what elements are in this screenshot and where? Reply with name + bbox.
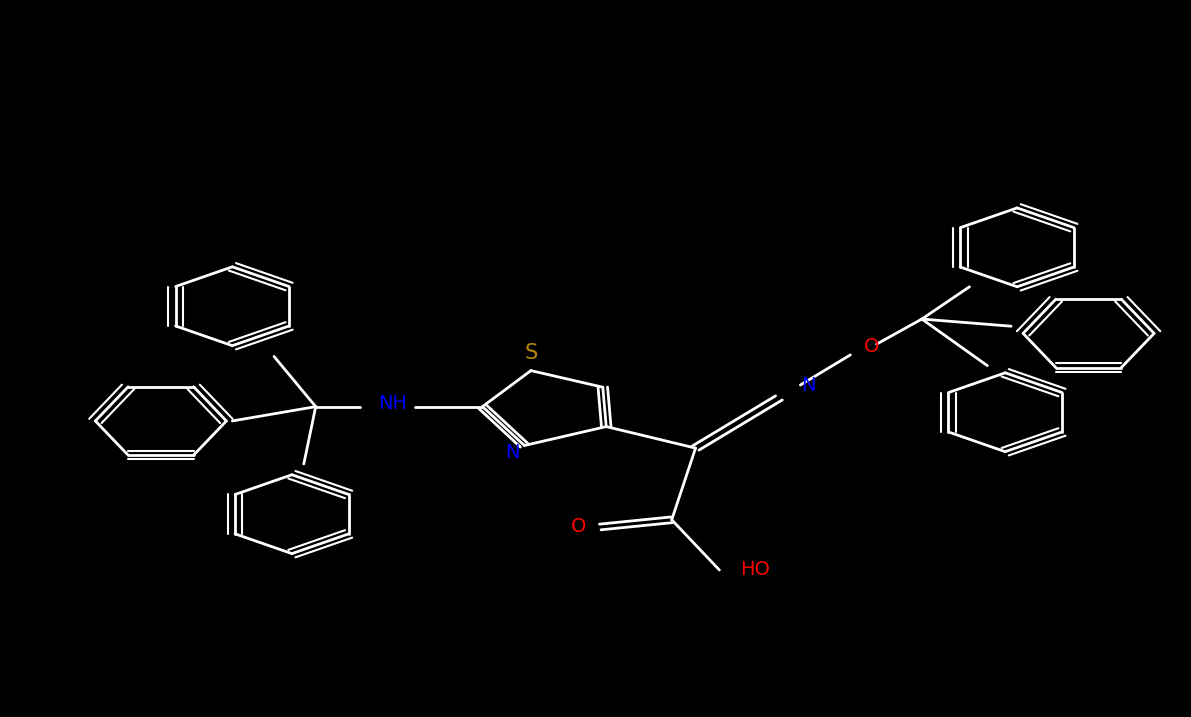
Text: N: N	[505, 443, 519, 462]
Text: HO: HO	[740, 561, 771, 579]
Text: O: O	[572, 518, 586, 536]
Text: NH: NH	[379, 394, 407, 412]
Text: O: O	[865, 337, 879, 356]
Text: S: S	[524, 343, 537, 363]
Text: N: N	[802, 376, 816, 394]
